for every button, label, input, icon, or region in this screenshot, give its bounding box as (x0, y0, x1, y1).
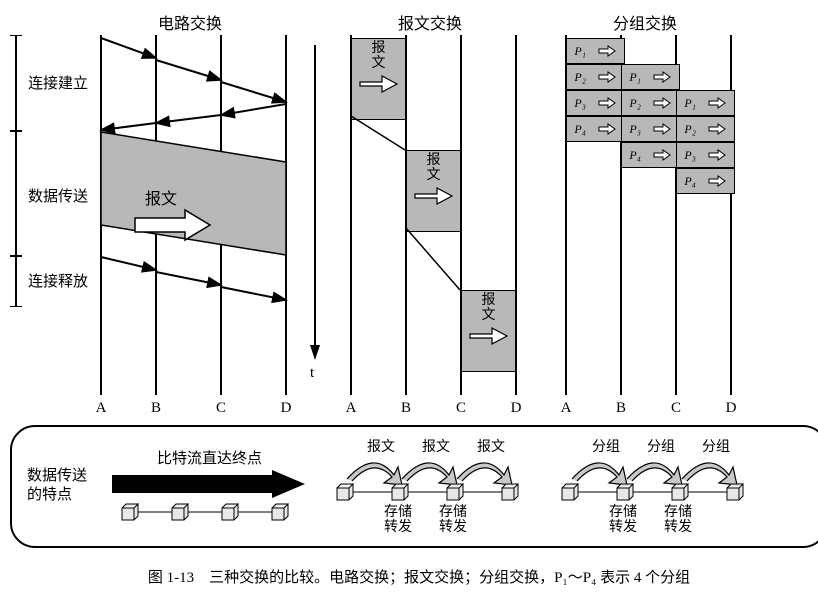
node-b2: B (401, 400, 411, 417)
bracket-transfer (10, 130, 22, 257)
diagram-container: 连接建立 数据传送 连接释放 电路交换 (10, 10, 818, 410)
msg-text-2: 报 文 (407, 153, 460, 184)
bracket-release (10, 255, 22, 307)
pkt-a-1: P₁ (566, 38, 625, 64)
vline-d3 (730, 35, 732, 395)
pkt-b-3: P₃ (621, 116, 680, 142)
panel-packet: 分组交换 P₁ P₂ P₃ P₄ P₁ P₂ P₃ P₄ P₁ P₂ P₃ P₄… (555, 10, 735, 410)
circuit-feature: 比特流直达终点 (107, 447, 312, 525)
svg-text:分组: 分组 (702, 439, 730, 455)
svg-text:分组: 分组 (647, 439, 675, 455)
circuit-feature-text: 比特流直达终点 (107, 447, 312, 468)
time-label: t (310, 365, 314, 382)
sf-label-1: 存储转发 (384, 505, 414, 536)
msg-box-2: 报 文 (406, 150, 461, 232)
time-axis: t (300, 10, 330, 410)
msg-text-3: 报 文 (462, 293, 515, 324)
pkt-b-2: P₂ (621, 90, 680, 116)
msg-text-1: 报 文 (352, 41, 405, 72)
label-setup: 连接建立 (28, 72, 88, 93)
title-message: 报文交换 (340, 10, 520, 30)
message-feature: 报文 报文 报文 存储转发 存储转发 (322, 437, 537, 536)
feature-title: 数据传送的特点 (27, 467, 97, 506)
pkt-c-2: P₂ (676, 116, 735, 142)
label-release: 连接释放 (28, 270, 88, 291)
pkt-b-4: P₄ (621, 142, 680, 168)
sf-label-2: 存储转发 (439, 505, 469, 536)
node-d1: D (281, 400, 292, 417)
circuit-svg (90, 10, 290, 410)
sf-label-3: 存储转发 (609, 505, 639, 536)
packet-feature: 分组 分组 分组 存储转发 存储转发 (547, 437, 762, 536)
msg-box-3: 报 文 (461, 290, 516, 372)
pkt-a-3: P₃ (566, 90, 625, 116)
msg-label-circuit: 报文 (145, 185, 177, 209)
pkt-c-3: P₃ (676, 142, 735, 168)
hop-msg-1: 报文 (367, 439, 395, 455)
pkt-a-2: P₂ (566, 64, 625, 90)
node-b3: B (616, 400, 626, 417)
node-b1: B (151, 400, 161, 417)
panel-message: 报文交换 报 文 报 文 报 文 A B C D (340, 10, 520, 410)
sf-label-4: 存储转发 (664, 505, 694, 536)
label-transfer: 数据传送 (28, 185, 88, 206)
svg-text:分组: 分组 (592, 439, 620, 455)
node-c2: C (456, 400, 466, 417)
svg-text:报文: 报文 (477, 439, 505, 455)
svg-text:报文: 报文 (422, 439, 450, 455)
node-a1: A (96, 400, 107, 417)
title-packet: 分组交换 (555, 10, 735, 30)
msg-box-1: 报 文 (351, 38, 406, 120)
pkt-b-1: P₁ (621, 64, 680, 90)
pkt-c-1: P₁ (676, 90, 735, 116)
bracket-setup (10, 35, 22, 132)
node-a3: A (561, 400, 572, 417)
panel-circuit: 电路交换 报文 A B C D (90, 10, 290, 410)
pkt-a-4: P₄ (566, 116, 625, 142)
pkt-c-4: P₄ (676, 168, 735, 194)
node-d3: D (726, 400, 737, 417)
node-a2: A (346, 400, 357, 417)
node-d2: D (511, 400, 522, 417)
node-c1: C (216, 400, 226, 417)
caption: 图 1-13 三种交换的比较。电路交换；报文交换；分组交换，P₁～P₄ 表示 4… (10, 566, 818, 587)
bottom-feature-panel: 数据传送的特点 比特流直达终点 报文 报文 报文 (10, 425, 818, 548)
node-c3: C (671, 400, 681, 417)
phase-labels-column: 连接建立 数据传送 连接释放 (10, 10, 80, 410)
